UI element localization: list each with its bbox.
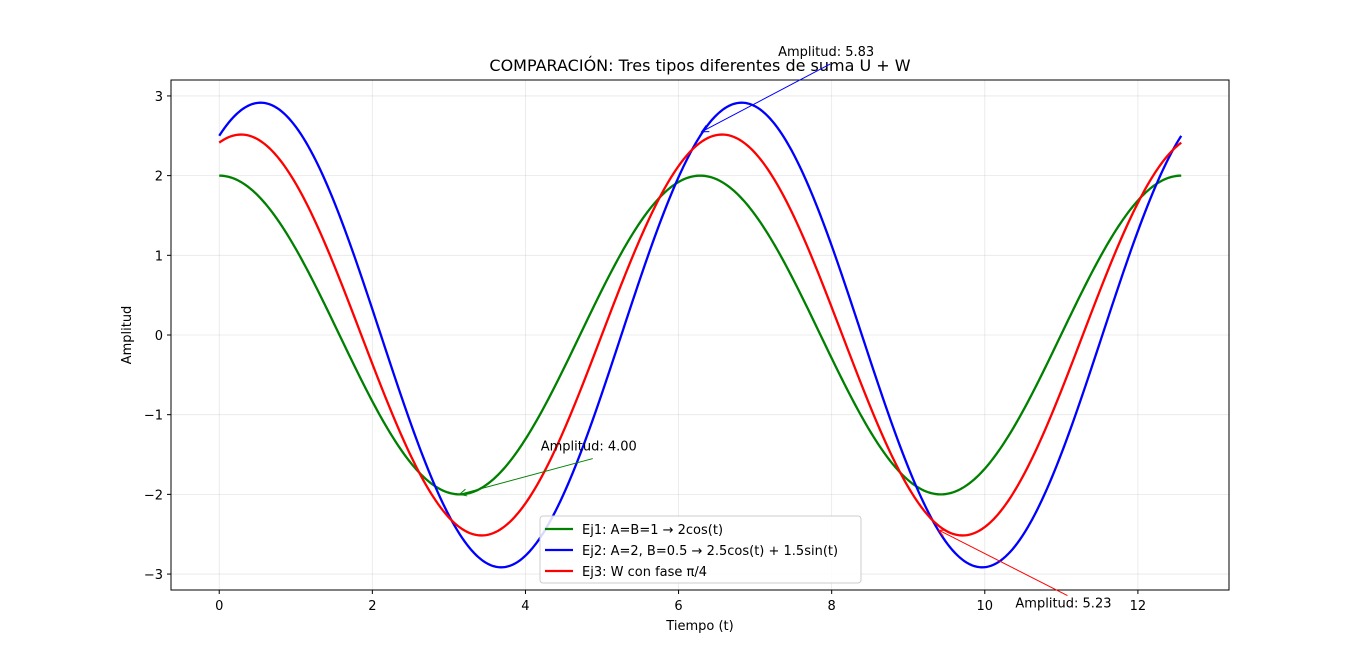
annotation-arrowhead bbox=[458, 488, 468, 497]
x-tick-label: 10 bbox=[977, 599, 994, 614]
y-tick-label: 3 bbox=[155, 90, 163, 105]
legend: Ej1: A=B=1 → 2cos(t) Ej2: A=2, B=0.5 → 2.… bbox=[539, 515, 862, 584]
x-tick-label: 6 bbox=[674, 599, 682, 614]
chart-title: COMPARACIÓN: Tres tipos diferentes de su… bbox=[489, 56, 910, 75]
x-tick-label: 12 bbox=[1130, 599, 1147, 614]
series-lines bbox=[218, 101, 1183, 569]
y-tick-label: 0 bbox=[155, 329, 163, 344]
x-tick-label: 4 bbox=[521, 599, 529, 614]
annotation-label: Amplitud: 5.83 bbox=[778, 45, 874, 60]
series-line-ej3 bbox=[218, 133, 1182, 537]
y-tick-label: −1 bbox=[144, 409, 163, 424]
x-tick-label: 0 bbox=[215, 599, 223, 614]
annotation-arrow bbox=[701, 63, 831, 133]
annotations: Amplitud: 4.00 Amplitud: 5.83 Amplitud: 5.… bbox=[458, 45, 1111, 612]
y-tick-label: 2 bbox=[155, 170, 163, 185]
legend-entry: Ej3: W con fase π/4 bbox=[582, 565, 707, 580]
annotation-arrowhead bbox=[700, 125, 710, 133]
legend-box bbox=[539, 515, 862, 584]
annotation-arrowhead bbox=[937, 529, 947, 537]
x-tick-label: 8 bbox=[828, 599, 836, 614]
legend-entry: Ej1: A=B=1 → 2cos(t) bbox=[582, 523, 723, 538]
y-tick-label: −2 bbox=[144, 488, 163, 503]
y-tick-label: −3 bbox=[144, 568, 163, 583]
grid bbox=[171, 80, 1229, 590]
annotation-arrow bbox=[459, 458, 593, 495]
y-tick-label: 1 bbox=[155, 249, 163, 264]
annotation-arrow bbox=[938, 529, 1068, 596]
legend-entry: Ej2: A=2, B=0.5 → 2.5cos(t) + 1.5sin(t) bbox=[582, 544, 838, 559]
series-line-ej1 bbox=[219, 174, 1182, 496]
series-line-ej2 bbox=[218, 101, 1183, 569]
y-axis-label: Amplitud bbox=[120, 306, 135, 365]
x-tick-label: 2 bbox=[368, 599, 376, 614]
annotation-label: Amplitud: 4.00 bbox=[541, 440, 637, 455]
x-axis-label: Tiempo (t) bbox=[665, 619, 733, 634]
annotation-label: Amplitud: 5.23 bbox=[1015, 597, 1111, 612]
